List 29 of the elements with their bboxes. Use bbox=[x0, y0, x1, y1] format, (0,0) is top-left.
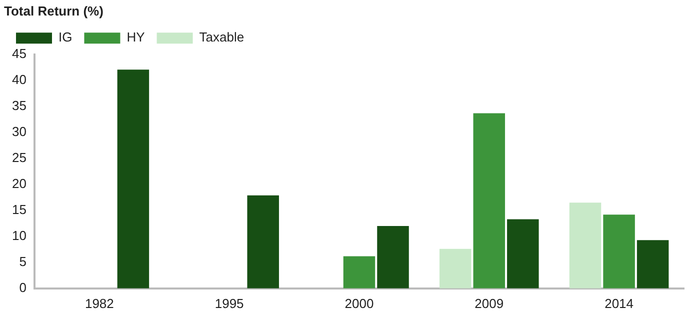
y-tick-label: 35 bbox=[12, 98, 26, 114]
y-tick-label: 0 bbox=[19, 280, 26, 295]
x-tick-label: 1982 bbox=[84, 296, 114, 311]
bar bbox=[507, 219, 539, 288]
legend-label: Taxable bbox=[199, 30, 244, 45]
y-tick-label: 30 bbox=[12, 124, 26, 140]
y-tick-label: 45 bbox=[12, 46, 26, 62]
bar bbox=[569, 202, 602, 288]
legend-label: HY bbox=[126, 30, 146, 45]
bar bbox=[343, 256, 376, 288]
bar bbox=[603, 214, 635, 288]
x-tick-label: 1995 bbox=[214, 296, 244, 311]
y-tick-label: 25 bbox=[12, 150, 26, 166]
y-tick-label: 10 bbox=[12, 228, 26, 244]
bar bbox=[473, 113, 506, 288]
bar bbox=[636, 240, 669, 288]
y-tick-label: 15 bbox=[12, 202, 26, 218]
y-axis-title: Total Return (%) bbox=[4, 3, 104, 18]
x-tick-label: 2014 bbox=[604, 296, 634, 311]
bar bbox=[377, 226, 409, 288]
x-tick-label: 2009 bbox=[474, 296, 504, 311]
y-tick-label: 20 bbox=[12, 176, 26, 192]
bar bbox=[117, 70, 150, 288]
y-tick-label: 40 bbox=[12, 72, 26, 88]
bar bbox=[439, 248, 472, 288]
y-tick-label: 5 bbox=[19, 254, 26, 269]
bar bbox=[247, 195, 279, 288]
legend-label: IG bbox=[58, 30, 72, 45]
x-tick-label: 2000 bbox=[344, 296, 374, 311]
